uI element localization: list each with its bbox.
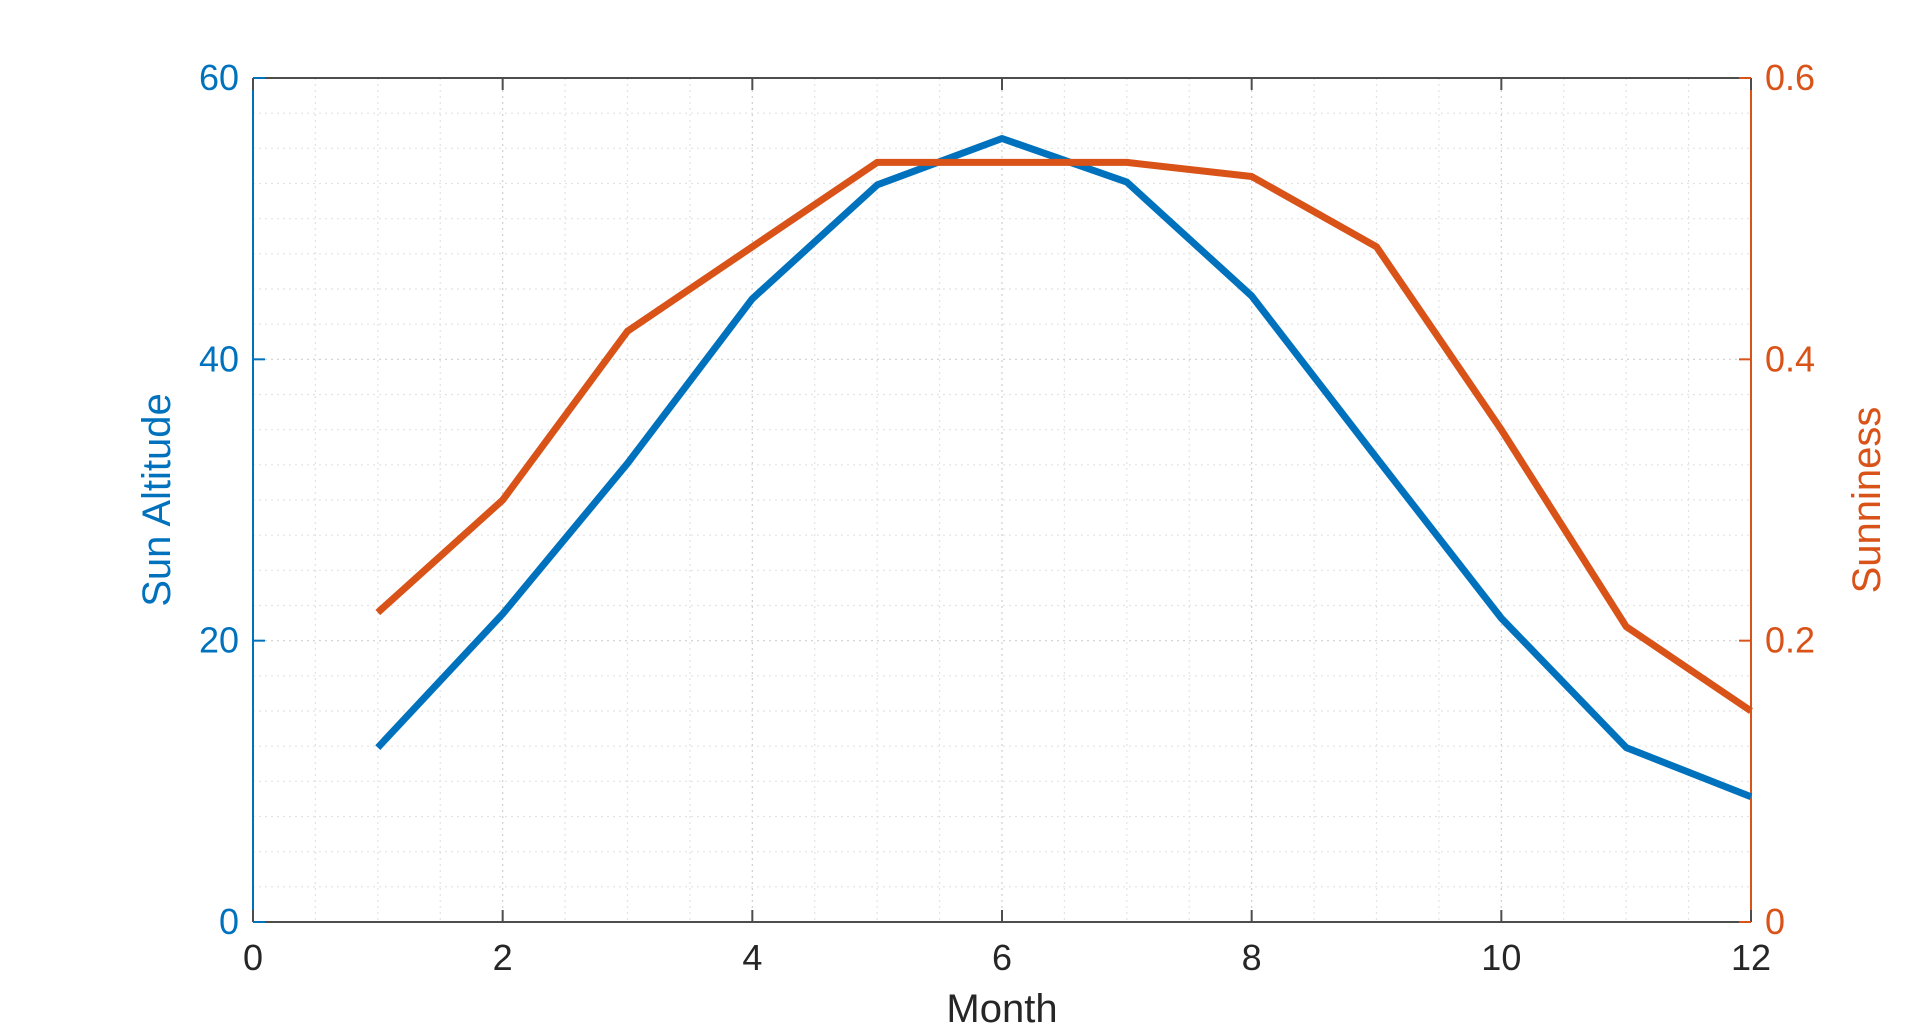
x-tick-label: 12 — [1731, 937, 1771, 978]
x-tick-label: 4 — [742, 937, 762, 978]
y-axis-label-right: Sunniness — [1845, 407, 1889, 594]
x-axis-label: Month — [946, 987, 1057, 1029]
x-tick-label: 2 — [493, 937, 513, 978]
axis-labels: Month Sun Altitude Sunniness — [135, 393, 1889, 1031]
x-tick-label: 0 — [243, 937, 263, 978]
x-tick-label: 6 — [992, 937, 1012, 978]
y-tick-label-left: 0 — [219, 901, 239, 942]
y-tick-label-right: 0.4 — [1765, 338, 1815, 379]
series-line-sunniness — [375, 158, 1753, 714]
y-tick-label-right: 0.6 — [1765, 57, 1815, 98]
y-tick-label-left: 20 — [199, 620, 239, 661]
y-tick-label-right: 0.2 — [1765, 620, 1815, 661]
series-lines — [375, 135, 1753, 801]
x-tick-label: 8 — [1242, 937, 1262, 978]
y-tick-label-left: 40 — [199, 338, 239, 379]
x-tick-label: 10 — [1481, 937, 1521, 978]
y-tick-label-left: 60 — [199, 57, 239, 98]
y-tick-label-right: 0 — [1765, 901, 1785, 942]
grid-lines — [252, 77, 1752, 923]
y-axis-label-left: Sun Altitude — [135, 393, 179, 607]
